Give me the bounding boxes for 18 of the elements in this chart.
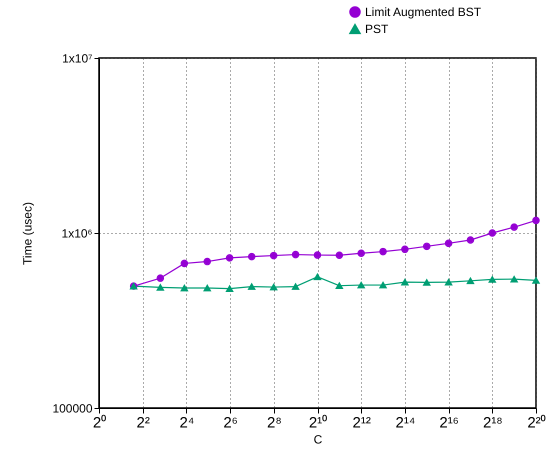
legend-label: PST bbox=[365, 22, 390, 36]
x-tick-label: 2⁰ bbox=[92, 414, 106, 432]
y-tick-label: 100000 bbox=[52, 402, 93, 416]
x-tick-label: 2⁴ bbox=[180, 414, 194, 432]
x-tick-label: 2¹² bbox=[352, 414, 371, 432]
x-axis-title: C bbox=[314, 432, 323, 446]
x-tick-label: 2²⁰ bbox=[527, 414, 546, 432]
y-tick-label: 1x10⁷ bbox=[62, 52, 92, 66]
legend-label: Limit Augmented BST bbox=[365, 5, 482, 19]
x-tick-label: 2² bbox=[136, 414, 150, 432]
x-tick-label: 2⁶ bbox=[223, 414, 238, 432]
y-axis-title: Time (usec) bbox=[20, 202, 34, 265]
x-tick-label: 2¹⁰ bbox=[308, 414, 328, 432]
y-tick-label: 1x10⁶ bbox=[62, 226, 93, 240]
x-tick-label: 2¹⁸ bbox=[482, 414, 503, 432]
x-tick-label: 2⁸ bbox=[266, 414, 282, 432]
x-tick-label: 2¹⁶ bbox=[439, 414, 459, 432]
x-tick-label: 2¹⁴ bbox=[396, 414, 416, 432]
